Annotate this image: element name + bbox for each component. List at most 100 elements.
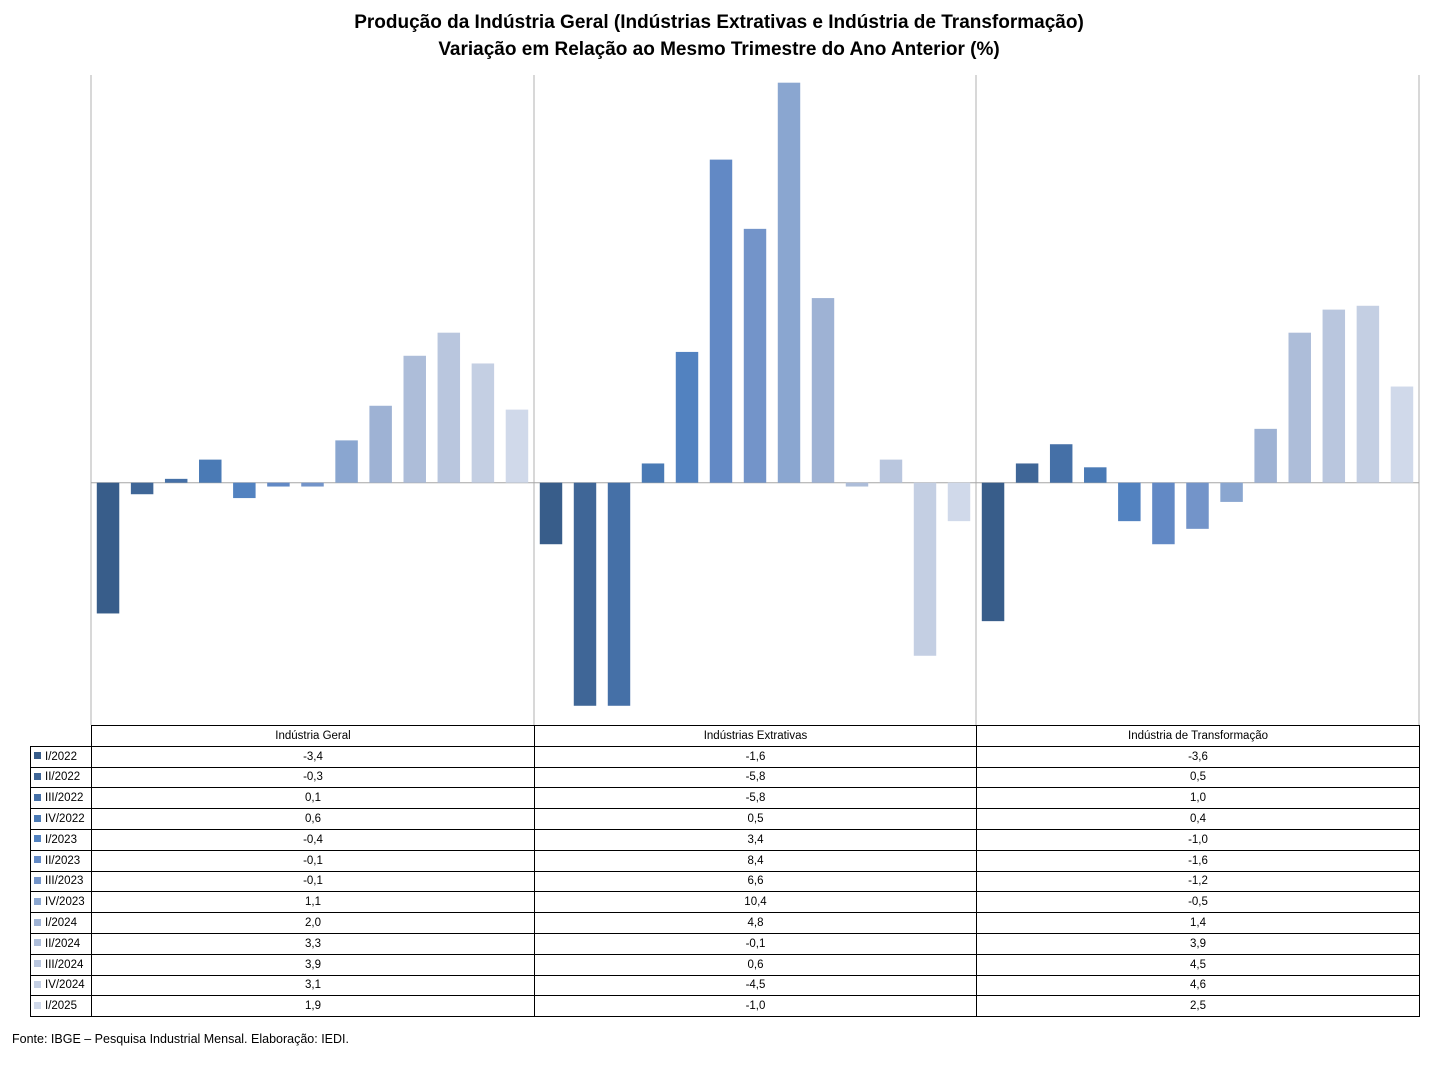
chart-subtitle: Variação em Relação ao Mesmo Trimestre d… <box>438 39 1000 60</box>
bar-3-iv-2022 <box>1084 467 1107 483</box>
bar-chart <box>90 75 1420 725</box>
data-label: -0,1 <box>91 849 535 872</box>
bar-3-iii-2024 <box>1322 309 1346 483</box>
data-table: Indústria Geral Indústrias Extrativas Indú… <box>30 725 1420 1018</box>
bar-3-i-2024 <box>1254 428 1277 483</box>
data-label: 3,4 <box>534 828 977 851</box>
table-row: II/2023 -0,1 8,4 -1,6 <box>30 849 1420 872</box>
bar-2-iii-2023 <box>743 228 767 483</box>
legend-label: III/2023 <box>45 875 84 888</box>
data-label: 0,6 <box>534 953 977 976</box>
legend-label: IV/2023 <box>45 896 85 909</box>
bar-3-iii-2022 <box>1049 444 1073 483</box>
bar-3-iv-2023 <box>1220 482 1243 502</box>
legend-swatch <box>34 835 41 843</box>
bar-2-i-2023 <box>675 351 699 483</box>
data-label: 0,5 <box>976 766 1420 789</box>
bar-2-i-2025 <box>947 482 971 522</box>
data-label: 4,6 <box>976 974 1420 997</box>
data-label: 1,1 <box>91 891 535 914</box>
column-header: Indústria Geral <box>91 725 535 747</box>
legend-entry: I/2024 <box>30 912 92 934</box>
bar-1-iv-2022 <box>199 459 222 483</box>
bar-2-iv-2022 <box>641 463 665 483</box>
data-label: 6,6 <box>534 870 977 893</box>
legend-entry: I/2025 <box>30 995 92 1018</box>
legend-swatch <box>34 918 41 926</box>
legend-entry: I/2022 <box>30 745 92 768</box>
bar-1-iv-2023 <box>335 440 358 483</box>
legend-label: II/2024 <box>45 937 81 950</box>
bar-3-ii-2023 <box>1152 482 1175 545</box>
legend-label: II/2023 <box>45 854 81 867</box>
legend-entry: IV/2023 <box>30 891 92 914</box>
data-label: 4,8 <box>534 912 977 934</box>
data-label: 1,9 <box>91 995 535 1018</box>
source-note: Fonte: IBGE – Pesquisa Industrial Mensal… <box>12 1032 349 1046</box>
bar-2-iv-2024 <box>913 482 937 656</box>
data-label: -1,6 <box>534 745 977 768</box>
bar-3-i-2022 <box>981 482 1005 622</box>
table-row: I/2023 -0,4 3,4 -1,0 <box>30 828 1420 851</box>
legend-entry: III/2022 <box>30 787 92 810</box>
table-row: I/2022 -3,4 -1,6 -3,6 <box>30 745 1420 768</box>
legend-label: I/2023 <box>45 833 77 846</box>
table-corner <box>31 726 92 747</box>
data-label: -3,4 <box>91 745 535 768</box>
table-row: III/2023 -0,1 6,6 -1,2 <box>30 870 1420 893</box>
data-label: 0,1 <box>91 787 535 810</box>
legend-swatch <box>34 752 41 760</box>
data-label: -1,6 <box>976 849 1420 872</box>
column-header: Indústria de Transformação <box>976 725 1420 747</box>
bar-2-ii-2023 <box>709 159 733 483</box>
data-label: 0,4 <box>976 808 1420 830</box>
table-row: I/2024 2,0 4,8 1,4 <box>30 912 1420 934</box>
table-row: III/2024 3,9 0,6 4,5 <box>30 953 1420 976</box>
data-label: 4,5 <box>976 953 1420 976</box>
chart-title: Produção da Indústria Geral (Indústrias … <box>354 12 1084 33</box>
legend-entry: III/2024 <box>30 953 92 976</box>
data-label: 1,0 <box>976 787 1420 810</box>
bar-2-i-2024 <box>811 298 835 483</box>
legend-label: I/2022 <box>45 750 77 763</box>
data-label: -0,4 <box>91 828 535 851</box>
data-label: 3,3 <box>91 932 535 955</box>
bar-2-i-2022 <box>539 482 563 545</box>
data-label: 10,4 <box>534 891 977 914</box>
bar-1-i-2022 <box>96 482 120 614</box>
table-row: III/2022 0,1 -5,8 1,0 <box>30 787 1420 810</box>
bar-3-iii-2023 <box>1186 482 1209 529</box>
data-label: -0,1 <box>91 870 535 893</box>
data-label: 0,5 <box>534 808 977 830</box>
data-label: 2,5 <box>976 995 1420 1018</box>
legend-swatch <box>34 960 41 968</box>
legend-label: I/2024 <box>45 917 77 930</box>
table-row: II/2022 -0,3 -5,8 0,5 <box>30 766 1420 789</box>
data-label: -4,5 <box>534 974 977 997</box>
bar-2-iv-2023 <box>777 82 801 483</box>
data-label: -1,0 <box>534 995 977 1018</box>
table-row: II/2024 3,3 -0,1 3,9 <box>30 932 1420 955</box>
data-label: 8,4 <box>534 849 977 872</box>
bar-2-ii-2022 <box>573 482 597 706</box>
data-label: -0,1 <box>534 932 977 955</box>
data-label: 3,9 <box>91 953 535 976</box>
legend-swatch <box>34 939 41 947</box>
legend-swatch <box>34 1001 41 1009</box>
bar-3-i-2025 <box>1390 386 1414 483</box>
bar-1-ii-2022 <box>130 482 154 495</box>
data-label: -5,8 <box>534 766 977 789</box>
table-row: IV/2023 1,1 10,4 -0,5 <box>30 891 1420 914</box>
bar-1-iii-2023 <box>301 482 324 487</box>
legend-swatch <box>34 856 41 864</box>
legend-swatch <box>34 814 41 822</box>
legend-entry: II/2024 <box>30 932 92 955</box>
bar-2-iii-2024 <box>879 459 903 483</box>
bar-3-ii-2024 <box>1288 332 1311 483</box>
data-label: 3,1 <box>91 974 535 997</box>
legend-entry: II/2022 <box>30 766 92 789</box>
data-label: 1,4 <box>976 912 1420 934</box>
bar-2-iii-2022 <box>607 482 631 706</box>
data-label: -1,2 <box>976 870 1420 893</box>
bar-1-ii-2023 <box>267 482 290 487</box>
